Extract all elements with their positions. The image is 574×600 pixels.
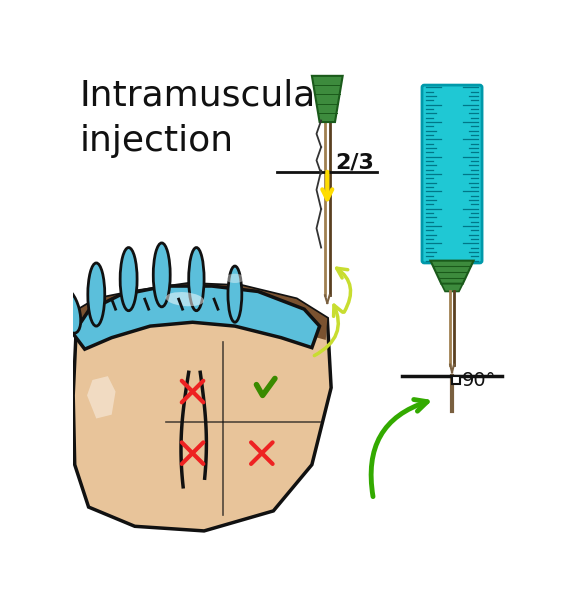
Text: 90°: 90°: [462, 370, 497, 389]
Ellipse shape: [166, 292, 204, 306]
Bar: [452, 376, 460, 384]
Ellipse shape: [120, 248, 137, 311]
Ellipse shape: [228, 266, 242, 322]
FancyArrowPatch shape: [337, 268, 351, 312]
Polygon shape: [87, 376, 115, 419]
Text: 2/3: 2/3: [335, 153, 374, 173]
Polygon shape: [73, 286, 320, 349]
Ellipse shape: [153, 243, 170, 307]
Ellipse shape: [225, 274, 245, 283]
Polygon shape: [441, 284, 463, 292]
Text: injection: injection: [79, 124, 234, 158]
Ellipse shape: [58, 288, 81, 333]
Polygon shape: [312, 76, 343, 122]
Ellipse shape: [88, 263, 104, 326]
FancyArrowPatch shape: [371, 400, 427, 497]
Polygon shape: [73, 284, 331, 531]
FancyBboxPatch shape: [422, 85, 482, 263]
Ellipse shape: [189, 248, 204, 311]
Polygon shape: [430, 260, 474, 284]
Polygon shape: [77, 284, 327, 340]
FancyArrowPatch shape: [315, 305, 343, 356]
Text: Intramuscular: Intramuscular: [79, 78, 331, 112]
